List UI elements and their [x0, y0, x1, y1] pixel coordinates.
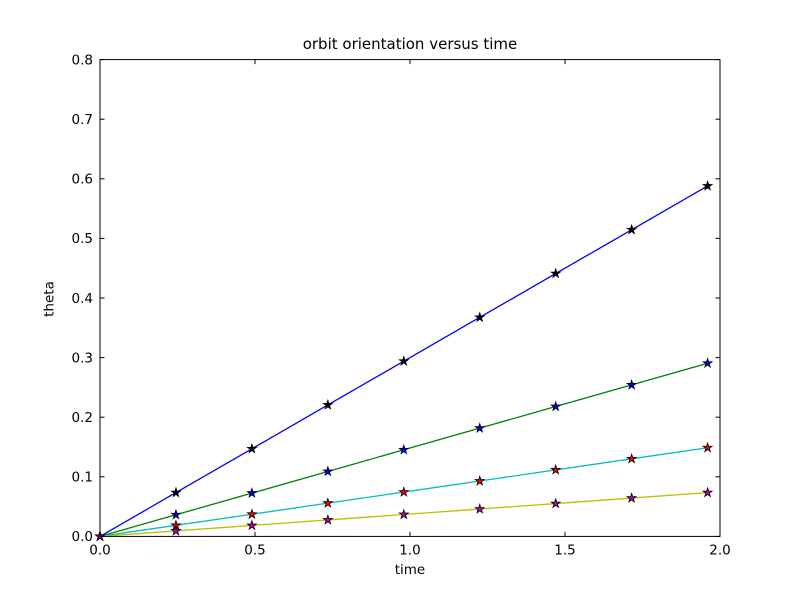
series-marker-orbit-2 [474, 422, 486, 434]
y-tick-label: 0.2 [72, 410, 93, 426]
x-tick-label: 1.0 [399, 542, 420, 558]
series-marker-orbit-2 [625, 378, 638, 390]
series-marker-orbit-1-fastest [398, 355, 410, 367]
series-marker-orbit-1-fastest [322, 398, 334, 410]
y-tick-label: 0.0 [72, 529, 93, 545]
series-marker-orbit-4-slowest [246, 519, 258, 531]
series-marker-orbit-1-fastest [246, 442, 258, 454]
series-marker-orbit-3 [474, 474, 486, 486]
series-marker-orbit-1-fastest [625, 223, 638, 235]
series-marker-orbit-4-slowest [625, 492, 638, 503]
x-tick-label: 0.0 [89, 542, 110, 558]
series-marker-orbit-2 [550, 400, 562, 412]
y-tick-label: 0.6 [72, 172, 93, 188]
series-marker-orbit-2 [170, 508, 182, 520]
x-tick-label: 2.0 [709, 542, 730, 558]
series-marker-orbit-1-fastest [170, 486, 182, 498]
series-marker-orbit-2 [701, 357, 714, 369]
series-marker-orbit-2 [398, 443, 410, 455]
x-axis-label: time [394, 562, 426, 578]
axes-frame [99, 59, 721, 537]
series-marker-orbit-3 [550, 463, 562, 475]
y-tick-label: 0.8 [72, 52, 93, 68]
series-marker-orbit-3 [322, 497, 334, 508]
series-marker-orbit-4-slowest [170, 524, 182, 536]
series-marker-orbit-4-slowest [398, 508, 410, 520]
y-tick-label: 0.5 [72, 231, 93, 247]
x-tick-label: 1.5 [554, 542, 575, 558]
y-tick-label: 0.7 [72, 112, 93, 128]
series-marker-orbit-2 [322, 465, 334, 477]
x-tick-label: 0.5 [244, 542, 265, 558]
series-marker-orbit-4-slowest [701, 486, 714, 498]
series-marker-orbit-2 [246, 487, 258, 498]
y-tick-label: 0.4 [72, 291, 93, 307]
series-marker-orbit-3 [246, 508, 258, 520]
series-marker-orbit-3 [625, 452, 638, 464]
series-marker-orbit-3 [701, 441, 714, 453]
series-marker-orbit-4-slowest [322, 513, 334, 525]
series-marker-orbit-3 [398, 486, 410, 497]
y-tick-label: 0.1 [72, 470, 93, 486]
series-marker-orbit-4-slowest [550, 497, 562, 509]
y-axis-label: theta [41, 281, 58, 317]
series-marker-orbit-4-slowest [474, 503, 486, 514]
chart-title: orbit orientation versus time [302, 35, 518, 53]
series-marker-orbit-1-fastest [474, 311, 486, 323]
series-marker-orbit-1-fastest [550, 267, 562, 279]
y-tick-label: 0.3 [72, 350, 93, 366]
series-marker-orbit-1-fastest [701, 179, 714, 191]
